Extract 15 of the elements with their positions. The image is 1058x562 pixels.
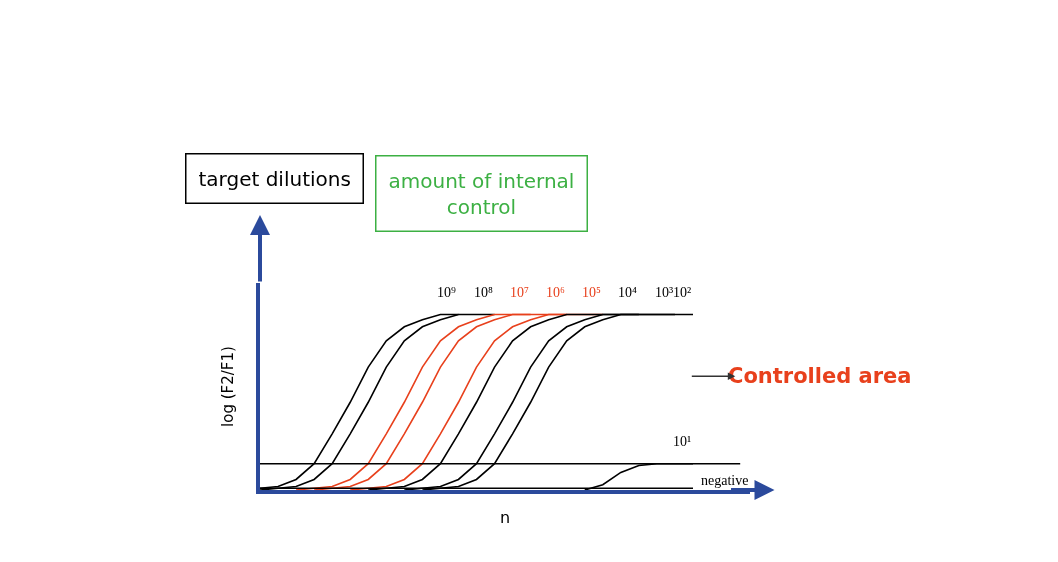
series-label: 10⁸ (474, 285, 493, 300)
series-label: 10³ (655, 285, 674, 300)
series-label: 10⁵ (582, 285, 601, 300)
series-label: 10⁹ (437, 285, 456, 300)
text: amount of internal control (388, 168, 575, 219)
series-label: 10⁶ (546, 285, 565, 300)
series-label: 10² (673, 285, 692, 300)
x-axis-title: n (499, 508, 511, 528)
series-label: 10⁷ (510, 285, 529, 300)
y-axis-title: log (F2/F1) (218, 346, 237, 427)
series-label: 10⁴ (618, 285, 637, 300)
series-label: negative (701, 473, 749, 488)
text: Controlled area (728, 364, 912, 388)
series-label: 10¹ (673, 434, 692, 449)
text: target dilutions (198, 166, 351, 191)
